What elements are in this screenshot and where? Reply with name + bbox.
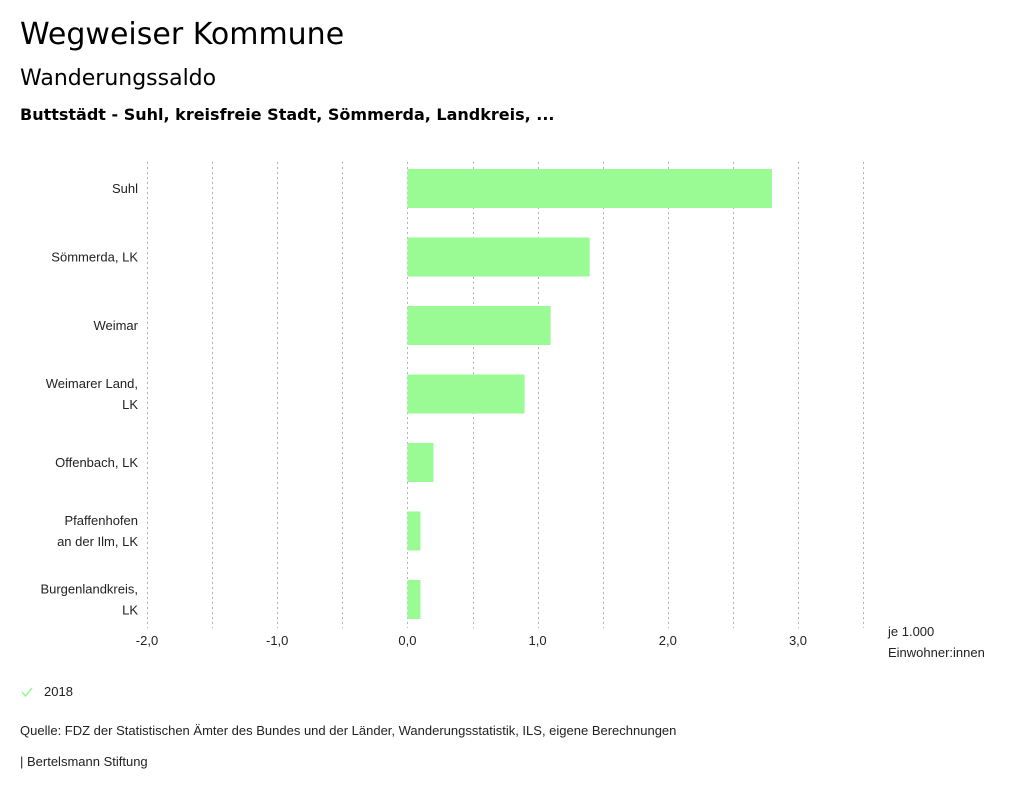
bar[interactable] (407, 169, 772, 208)
bar[interactable] (407, 443, 434, 482)
category-label: Suhl (112, 181, 138, 196)
bar[interactable] (407, 374, 525, 414)
x-tick-label: 3,0 (789, 633, 807, 648)
region-selection: Buttstädt - Suhl, kreisfreie Stadt, Sömm… (20, 105, 555, 124)
credit-note: | Bertelsmann Stiftung (20, 754, 148, 769)
source-note: Quelle: FDZ der Statistischen Ämter des … (20, 723, 677, 738)
check-icon (21, 686, 33, 697)
x-axis-unit-label: je 1.000 Einwohner:innen (888, 621, 985, 663)
x-axis-ticks: -2,0 -1,0 0,0 1,0 2,0 3,0 (136, 633, 807, 648)
bar[interactable] (407, 237, 590, 277)
category-label: an der Ilm, LK (57, 534, 138, 549)
legend-item-2018[interactable]: 2018 (20, 684, 73, 699)
page-title: Wegweiser Kommune (20, 17, 345, 52)
chart-subtitle: Wanderungssaldo (20, 66, 217, 91)
category-label: LK (122, 397, 138, 412)
unit-line-1: je 1.000 (888, 624, 935, 639)
category-label: Sömmerda, LK (51, 250, 138, 265)
unit-line-2: Einwohner:innen (888, 645, 985, 660)
x-tick-label: -1,0 (266, 633, 288, 648)
legend-label: 2018 (44, 684, 73, 699)
category-label: Pfaffenhofen (65, 513, 139, 528)
category-label: Weimar (93, 318, 138, 333)
category-label: Offenbach, LK (55, 455, 138, 470)
bar[interactable] (407, 511, 421, 551)
category-label: Burgenlandkreis, (40, 582, 138, 597)
x-tick-label: 2,0 (659, 633, 677, 648)
x-tick-label: 1,0 (529, 633, 547, 648)
bar[interactable] (407, 306, 551, 345)
bar[interactable] (407, 580, 421, 619)
x-tick-label: -2,0 (136, 633, 158, 648)
x-tick-label: 0,0 (398, 633, 416, 648)
category-label: Weimarer Land, (46, 376, 138, 391)
category-labels: Suhl Sömmerda, LK Weimar Weimarer Land, LK Of… (40, 181, 138, 618)
category-label: LK (122, 603, 138, 618)
bars (407, 169, 772, 619)
